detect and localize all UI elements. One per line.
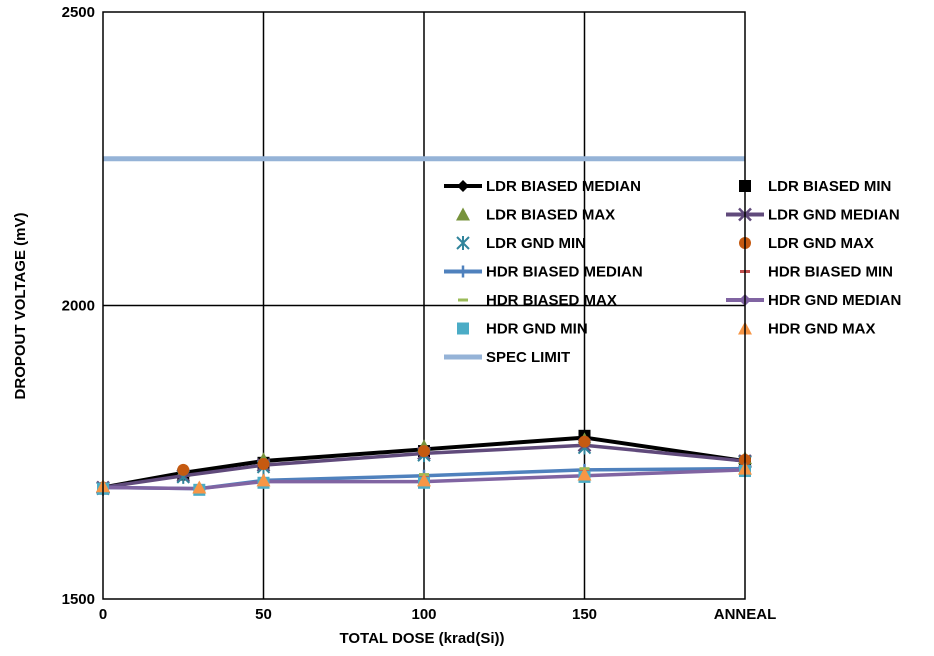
legend-swatch-marker [456,207,470,221]
legend-item: LDR GND MEDIAN [726,207,900,224]
plot-frame [102,11,746,600]
legend-item: HDR BIASED MEDIAN [444,264,643,281]
legend-label: HDR GND MEDIAN [768,292,901,309]
legend-swatch-marker [456,236,470,250]
data-point [577,467,592,481]
y-tick-label: 2500 [62,4,95,21]
series-line [102,443,746,490]
legend-swatch-marker [457,265,469,278]
axes [102,11,746,600]
legend-item: LDR BIASED MIN [739,178,891,195]
legend-label: SPEC LIMIT [486,349,570,366]
series-line [102,468,746,491]
series-line [102,435,746,490]
tick-labels: 0 50 100 150 ANNEAL 1500 2000 2500 [62,4,777,623]
legend-swatch-marker [458,298,468,302]
legend-label: LDR GND MIN [486,235,586,252]
grid-lines [103,12,745,599]
legend-label: LDR BIASED MAX [486,207,615,224]
legend-item: HDR BIASED MIN [740,264,893,281]
legend-label: LDR BIASED MIN [768,178,891,195]
legend-item: LDR GND MIN [456,235,586,252]
legend-item: LDR BIASED MEDIAN [444,178,641,195]
data-point [256,473,271,487]
series-layer [96,156,752,496]
legend-item: HDR GND MIN [457,321,588,338]
legend: LDR BIASED MEDIAN LDR BIASED MIN LDR BIASE… [444,178,901,366]
data-point [578,435,591,448]
data-point [417,473,431,487]
y-tick-label: 2000 [62,298,95,315]
x-tick-label: 50 [255,606,272,623]
x-tick-label: ANNEAL [714,606,777,623]
legend-item: LDR BIASED MAX [456,207,615,224]
legend-item: HDR GND MEDIAN [726,292,901,309]
x-tick-label: 150 [572,606,597,623]
legend-swatch-marker [457,322,469,335]
legend-label: HDR BIASED MEDIAN [486,264,643,281]
data-point [192,480,207,494]
legend-item: HDR BIASED MAX [458,292,617,309]
legend-label: HDR BIASED MIN [768,264,893,281]
y-axis-title: DROPOUT VOLTAGE (mV) [12,213,29,400]
legend-label: LDR GND MEDIAN [768,207,900,224]
legend-label: HDR BIASED MAX [486,292,617,309]
x-tick-label: 0 [99,606,107,623]
data-point [177,463,190,476]
legend-label: HDR GND MAX [768,321,876,338]
legend-label: LDR BIASED MEDIAN [486,178,641,195]
legend-label: HDR GND MIN [486,321,588,338]
data-point [418,445,430,458]
x-tick-label: 100 [411,606,436,623]
legend-item: SPEC LIMIT [444,349,570,366]
data-point [257,457,270,470]
x-axis-title: TOTAL DOSE (krad(Si)) [339,630,504,647]
y-tick-label: 1500 [62,591,95,608]
legend-label: LDR GND MAX [768,235,874,252]
legend-item: HDR GND MAX [738,321,876,338]
legend-swatch-marker [457,180,469,192]
legend-item: LDR GND MAX [739,235,874,252]
